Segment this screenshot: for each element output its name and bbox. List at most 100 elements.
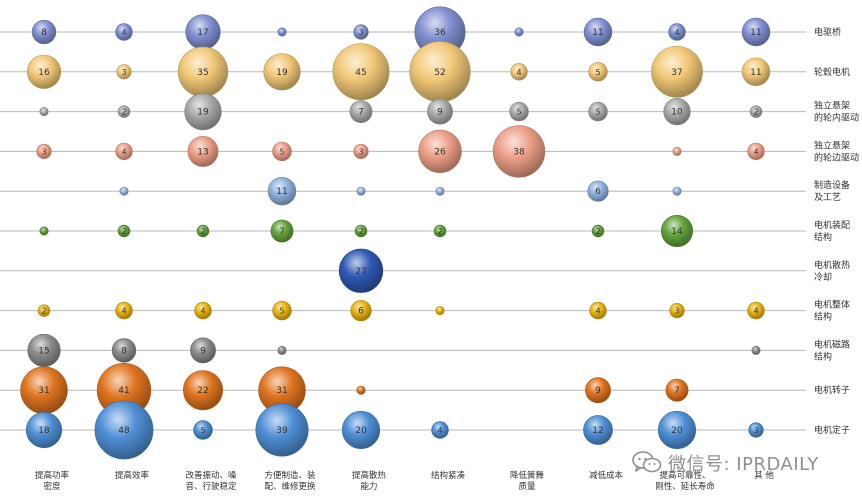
column-label: 提高可靠性、刚性、延长寿命 [655,470,715,492]
bubble [492,125,546,178]
bubble [591,224,605,238]
bubble [510,63,528,81]
bubble [672,146,682,156]
column-label: 方便制造、装配、维修更换 [264,470,316,492]
bubble-value-label: 3 [753,426,758,435]
bubble [341,410,381,450]
row-label: 独立悬架的轮内驱动 [814,100,859,124]
bubble-value-label: 10 [671,108,683,118]
bubble [39,226,49,236]
column-label: 提高功率密度 [35,470,70,492]
bubble [588,62,608,82]
bubble-value-label: 45 [355,68,366,78]
bubble [350,300,372,322]
bubble-value-label: 8 [121,346,127,356]
bubble-value-label: 31 [276,386,287,396]
bubble [277,27,287,37]
bubble [31,19,57,45]
bubble-value-label: 35 [197,68,208,78]
bubble [431,421,449,439]
row-label: 电驱桥 [814,26,841,38]
bubble [433,224,447,238]
bubble [751,345,761,355]
bubble-value-label: 26 [434,147,446,157]
bubble [509,101,529,122]
bubble-value-label: 36 [434,28,446,38]
bubble-value-label: 4 [674,28,679,37]
column-label: 结构紧凑 [431,470,466,481]
bubble [435,186,445,196]
bubble-value-label: 8 [41,28,47,38]
bubble [418,129,462,174]
row-labels: 电驱桥轮毂电机独立悬架的轮内驱动独立悬架的轮边驱动制造设备及工艺电机装配结构电机… [814,26,859,436]
bubble-value-label: 4 [753,147,758,156]
bubble-value-label: 4 [200,307,205,316]
bubble-value-label: 5 [595,108,600,117]
bubble-value-label: 5 [279,307,284,316]
bubble-value-label: 13 [197,147,208,157]
bubble [663,98,691,126]
column-label: 减低成本 [589,470,624,481]
bubble [747,301,765,320]
bubble-value-label: 4 [753,307,758,316]
bubble [583,17,613,47]
bubble [583,415,613,445]
row-label: 电机转子 [814,384,850,396]
bubble [749,105,763,118]
bubble-value-label: 6 [595,187,601,197]
row-label: 电机装配结构 [814,219,850,243]
bubble-value-label: 3 [674,307,679,316]
bubble [267,176,297,206]
bubble-value-label: 16 [38,68,50,78]
bubble [194,301,212,320]
bubble-value-label: 11 [750,28,761,38]
bubble-value-label: 5 [200,426,205,435]
bubble [119,186,129,196]
bubble-value-label: 18 [38,426,50,436]
bubble-value-label: 4 [121,28,126,37]
bubble-value-label: 20 [671,426,683,436]
bubble [349,100,373,124]
bubble-value-label: 4 [437,426,442,435]
bubble [660,214,694,248]
bubble-value-label: 19 [276,68,288,78]
bubble-value-label: 2 [437,227,442,236]
bubble-value-label: 3 [358,147,363,156]
bubble [651,45,703,98]
bubble-value-label: 39 [276,426,288,436]
bubble [353,143,369,159]
bubble [585,377,611,404]
bubble [741,17,771,47]
bubble [356,385,366,395]
bubble-value-label: 14 [671,227,683,237]
bubble [587,180,609,202]
bubble-value-label: 2 [121,108,126,117]
bubble-value-label: 2 [358,227,363,236]
bubble-value-label: 22 [197,386,208,396]
bubble-value-label: 41 [118,386,129,396]
bubble-value-label: 9 [437,108,443,118]
bubble [117,224,131,238]
bubble [115,23,133,41]
bubble-value-label: 7 [279,227,285,237]
bubble [255,403,309,457]
bubble-value-label: 37 [671,68,682,78]
bubble [272,300,292,321]
bubble [589,301,607,320]
bubble-value-label: 15 [38,346,49,356]
bubble-value-label: 6 [358,307,364,317]
bubble-value-label: 11 [276,187,287,197]
row-label: 电机定子 [814,424,850,436]
bubble-value-label: 38 [513,147,525,157]
bubble [115,142,133,161]
bubble [26,54,62,89]
bubble [94,400,154,460]
bubble [748,422,764,438]
bubble-value-label: 3 [41,147,46,156]
bubble [354,224,368,238]
bubble [187,135,219,167]
bubble [25,411,63,449]
bubble-value-label: 9 [595,386,601,396]
bubble-value-label: 5 [279,147,284,156]
